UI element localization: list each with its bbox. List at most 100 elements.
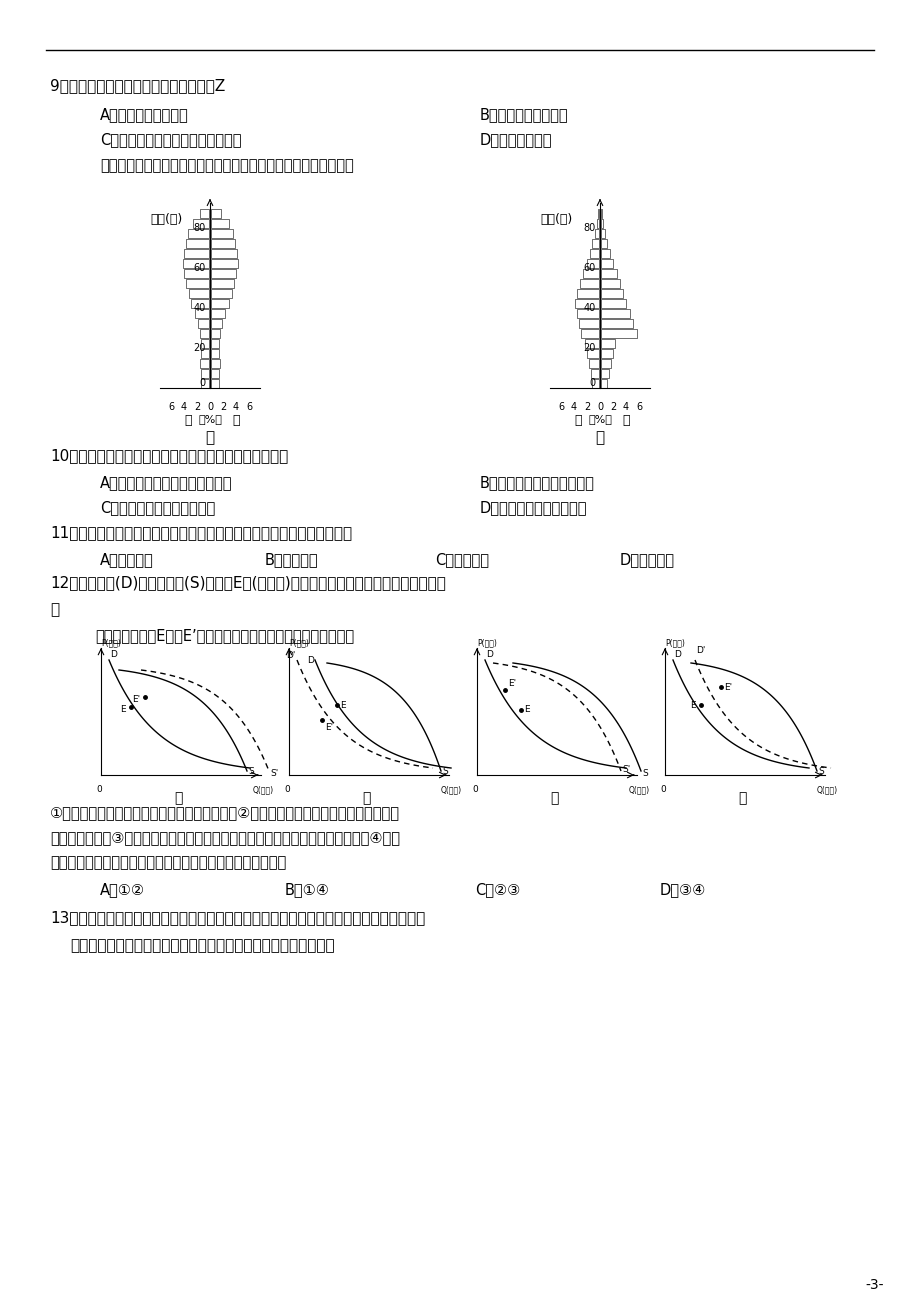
Bar <box>201 379 209 388</box>
Bar <box>210 319 221 328</box>
Bar <box>574 298 598 309</box>
Bar <box>578 319 598 328</box>
Text: 男: 男 <box>573 414 581 427</box>
Bar <box>592 379 598 388</box>
Bar <box>600 328 636 339</box>
Text: E': E' <box>324 723 333 732</box>
Bar <box>210 358 220 368</box>
Bar <box>586 349 598 358</box>
Text: 2: 2 <box>609 402 616 411</box>
Text: Q(数量): Q(数量) <box>252 785 273 794</box>
Text: C．随距城镇距离增大收益递减最快: C．随距城镇距离增大收益递减最快 <box>100 132 242 147</box>
Text: 20: 20 <box>583 342 596 353</box>
Bar <box>210 309 225 318</box>
Bar <box>600 339 615 348</box>
Bar <box>596 219 598 228</box>
Text: D．③④: D．③④ <box>659 881 706 897</box>
Bar <box>584 339 598 348</box>
Text: 4: 4 <box>622 402 629 411</box>
Bar <box>600 289 622 298</box>
Bar <box>600 219 602 228</box>
Bar <box>210 268 236 279</box>
Bar <box>186 279 209 288</box>
Text: （%）: （%） <box>198 414 221 424</box>
Text: 年龄(岁): 年龄(岁) <box>539 214 572 227</box>
Text: E': E' <box>131 695 140 704</box>
Bar <box>187 228 209 238</box>
Bar <box>195 309 209 318</box>
Text: 40: 40 <box>194 303 206 312</box>
Bar <box>576 289 598 298</box>
Text: E': E' <box>507 680 516 687</box>
Bar <box>210 289 232 298</box>
Bar <box>600 379 607 388</box>
Text: D: D <box>485 650 493 659</box>
Bar <box>600 249 609 258</box>
Text: 甲: 甲 <box>205 430 214 445</box>
Text: 80: 80 <box>194 223 206 233</box>
Text: P(价格): P(价格) <box>476 638 496 647</box>
Bar <box>600 228 605 238</box>
Bar <box>184 268 209 279</box>
Text: 80: 80 <box>584 223 596 233</box>
Text: 乙: 乙 <box>595 430 604 445</box>
Text: D: D <box>307 656 313 665</box>
Text: D．总是收益最低: D．总是收益最低 <box>480 132 552 147</box>
Bar <box>210 238 234 247</box>
Bar <box>595 228 598 238</box>
Text: D': D' <box>287 651 296 660</box>
Bar <box>600 368 608 378</box>
Text: S: S <box>817 767 823 776</box>
Text: 0: 0 <box>589 378 596 388</box>
Text: E: E <box>689 700 696 710</box>
Text: P(价格): P(价格) <box>664 638 684 647</box>
Text: S: S <box>248 767 254 776</box>
Bar <box>200 349 209 358</box>
Bar <box>600 349 612 358</box>
Text: 6: 6 <box>557 402 563 411</box>
Text: 乙: 乙 <box>361 792 369 805</box>
Text: 年龄(岁): 年龄(岁) <box>150 214 182 227</box>
Text: A．①②: A．①② <box>100 881 145 897</box>
Text: C．汽车维修: C．汽车维修 <box>435 552 489 566</box>
Text: 4: 4 <box>233 402 239 411</box>
Bar <box>186 238 209 247</box>
Text: 甲: 甲 <box>174 792 182 805</box>
Bar <box>198 319 209 328</box>
Bar <box>210 219 228 228</box>
Text: 0: 0 <box>596 402 603 411</box>
Text: S': S' <box>269 768 278 777</box>
Text: （%）: （%） <box>587 414 611 424</box>
Text: 2: 2 <box>584 402 589 411</box>
Text: C．②③: C．②③ <box>474 881 519 897</box>
Text: -3-: -3- <box>865 1279 883 1292</box>
Text: 2: 2 <box>194 402 200 411</box>
Bar <box>210 379 219 388</box>
Text: 生: 生 <box>50 602 59 617</box>
Text: E: E <box>120 704 126 713</box>
Bar <box>199 358 209 368</box>
Text: E: E <box>524 706 529 715</box>
Text: D．乙城市劳动力严重不足: D．乙城市劳动力严重不足 <box>480 500 587 516</box>
Bar <box>592 238 598 247</box>
Text: 40: 40 <box>584 303 596 312</box>
Text: S: S <box>441 767 448 776</box>
Text: A．单位距离运费最低: A．单位距离运费最低 <box>100 107 188 122</box>
Text: 发生乙图变化；③国家加强环保整治力度，某行业限产停产增加，发生丙图变化；④受人: 发生乙图变化；③国家加强环保整治力度，某行业限产停产增加，发生丙图变化；④受人 <box>50 829 400 845</box>
Bar <box>210 368 220 378</box>
Text: Q(数量): Q(数量) <box>440 785 461 794</box>
Bar <box>191 298 209 309</box>
Bar <box>583 268 598 279</box>
Text: 丁: 丁 <box>737 792 745 805</box>
Text: A．文化教育: A．文化教育 <box>100 552 153 566</box>
Text: D．旅游疗养: D．旅游疗养 <box>619 552 675 566</box>
Text: 国面临通货膨胀的压力。不考虑其他因素的影响，这一传导过程是: 国面临通货膨胀的压力。不考虑其他因素的影响，这一传导过程是 <box>70 937 335 953</box>
Text: 9、与其它两作物相比较，单位面积作物Z: 9、与其它两作物相比较，单位面积作物Z <box>50 78 225 92</box>
Bar <box>600 259 613 268</box>
Text: 10、关于两城市人口结构的特征形成原因，分析合理的是: 10、关于两城市人口结构的特征形成原因，分析合理的是 <box>50 448 288 464</box>
Text: B．乙城市人口自然增长率高: B．乙城市人口自然增长率高 <box>480 475 595 490</box>
Bar <box>200 368 209 378</box>
Text: 0: 0 <box>284 785 289 794</box>
Text: 60: 60 <box>194 263 206 273</box>
Bar <box>586 259 598 268</box>
